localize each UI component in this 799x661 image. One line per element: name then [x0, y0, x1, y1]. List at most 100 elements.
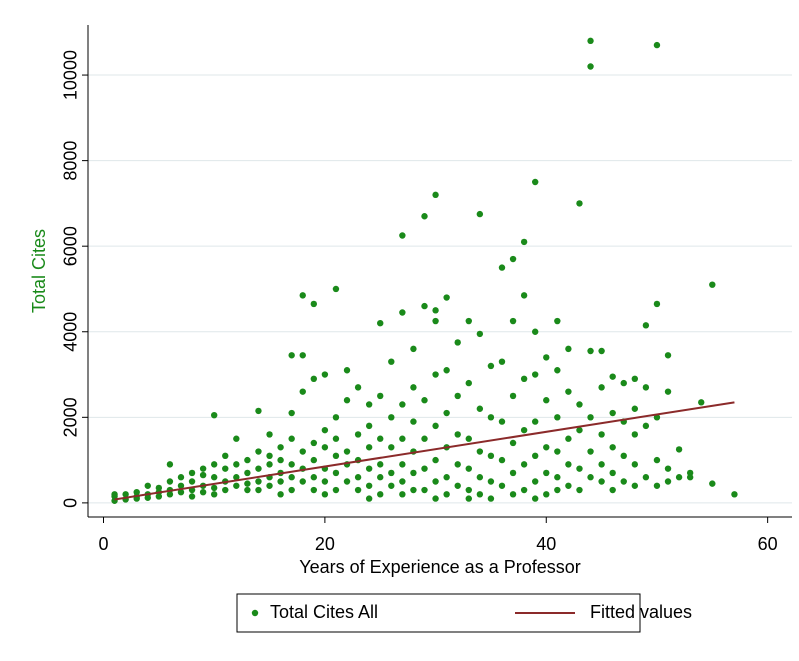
data-point	[332, 285, 340, 293]
data-point	[288, 474, 295, 481]
data-point	[487, 478, 495, 485]
data-point	[310, 474, 318, 481]
data-point	[631, 461, 639, 468]
data-point	[476, 210, 484, 218]
data-point	[531, 478, 539, 485]
data-point	[266, 431, 273, 438]
data-point	[642, 474, 650, 481]
data-point	[210, 411, 218, 419]
data-point	[255, 465, 262, 472]
data-point	[310, 486, 318, 494]
data-point	[443, 409, 450, 417]
data-point	[166, 461, 174, 468]
data-point	[365, 444, 373, 451]
data-point	[421, 397, 428, 404]
data-point	[554, 367, 561, 374]
data-point	[520, 292, 528, 299]
data-point	[443, 474, 450, 481]
x-tick-label: 60	[758, 534, 778, 554]
data-point	[620, 452, 627, 460]
data-point	[509, 255, 517, 263]
data-point	[255, 407, 262, 415]
data-point	[609, 409, 616, 417]
data-point	[465, 465, 472, 472]
data-point	[498, 264, 506, 271]
data-point	[210, 461, 218, 468]
data-point	[498, 418, 506, 425]
data-point	[598, 384, 605, 391]
data-point	[432, 456, 439, 464]
data-point	[587, 347, 594, 355]
data-point	[432, 422, 439, 430]
data-point	[365, 401, 373, 408]
data-point	[377, 392, 384, 400]
data-point	[487, 495, 495, 502]
data-point	[111, 491, 118, 498]
data-point	[565, 345, 572, 353]
data-point	[664, 465, 672, 472]
data-point	[520, 426, 528, 434]
y-tick-label: 10000	[61, 50, 81, 100]
data-point	[432, 495, 439, 502]
data-point	[432, 478, 439, 485]
data-point	[576, 401, 583, 408]
data-point	[188, 478, 196, 485]
data-point	[321, 426, 329, 434]
data-point	[255, 486, 262, 494]
data-point	[199, 465, 207, 472]
data-point	[365, 495, 373, 502]
data-point	[310, 375, 318, 383]
legend-swatch	[251, 609, 259, 617]
x-tick-label: 0	[98, 534, 108, 554]
data-point	[421, 302, 428, 310]
data-point	[388, 414, 395, 421]
data-point	[332, 469, 340, 477]
data-point	[531, 452, 539, 460]
data-point	[609, 373, 616, 380]
data-point	[465, 379, 472, 387]
data-point	[576, 200, 583, 207]
data-point	[454, 431, 461, 438]
data-point	[399, 232, 406, 239]
data-point	[620, 478, 627, 485]
data-point	[498, 456, 506, 464]
data-point	[365, 482, 373, 489]
data-point	[554, 414, 561, 421]
data-point	[166, 478, 174, 485]
data-point	[288, 409, 295, 417]
x-axis-label: Years of Experience as a Professor	[299, 557, 581, 577]
data-point	[177, 488, 185, 496]
data-point	[653, 456, 661, 464]
data-point	[277, 478, 284, 485]
data-point	[122, 491, 129, 498]
data-point	[664, 388, 672, 395]
data-point	[210, 474, 218, 481]
data-point	[664, 478, 672, 485]
legend-label: Total Cites All	[270, 602, 378, 622]
data-point	[642, 322, 650, 329]
data-point	[465, 495, 472, 502]
data-point	[288, 435, 295, 442]
data-point	[377, 319, 384, 327]
y-axis-label: Total Cites	[29, 229, 49, 313]
data-point	[686, 474, 694, 481]
data-point	[476, 330, 484, 338]
data-point	[587, 37, 594, 45]
data-point	[310, 439, 318, 447]
data-point	[498, 358, 506, 365]
data-point	[454, 461, 461, 468]
data-point	[432, 191, 439, 199]
data-point	[244, 486, 251, 494]
data-point	[410, 486, 417, 494]
data-point	[443, 367, 450, 374]
data-point	[310, 300, 318, 308]
data-point	[443, 294, 450, 301]
data-point	[598, 478, 605, 485]
data-point	[277, 444, 284, 451]
data-point	[609, 486, 616, 494]
data-point	[299, 448, 306, 455]
data-point	[520, 461, 528, 468]
data-point	[543, 397, 550, 404]
data-point	[520, 375, 528, 383]
